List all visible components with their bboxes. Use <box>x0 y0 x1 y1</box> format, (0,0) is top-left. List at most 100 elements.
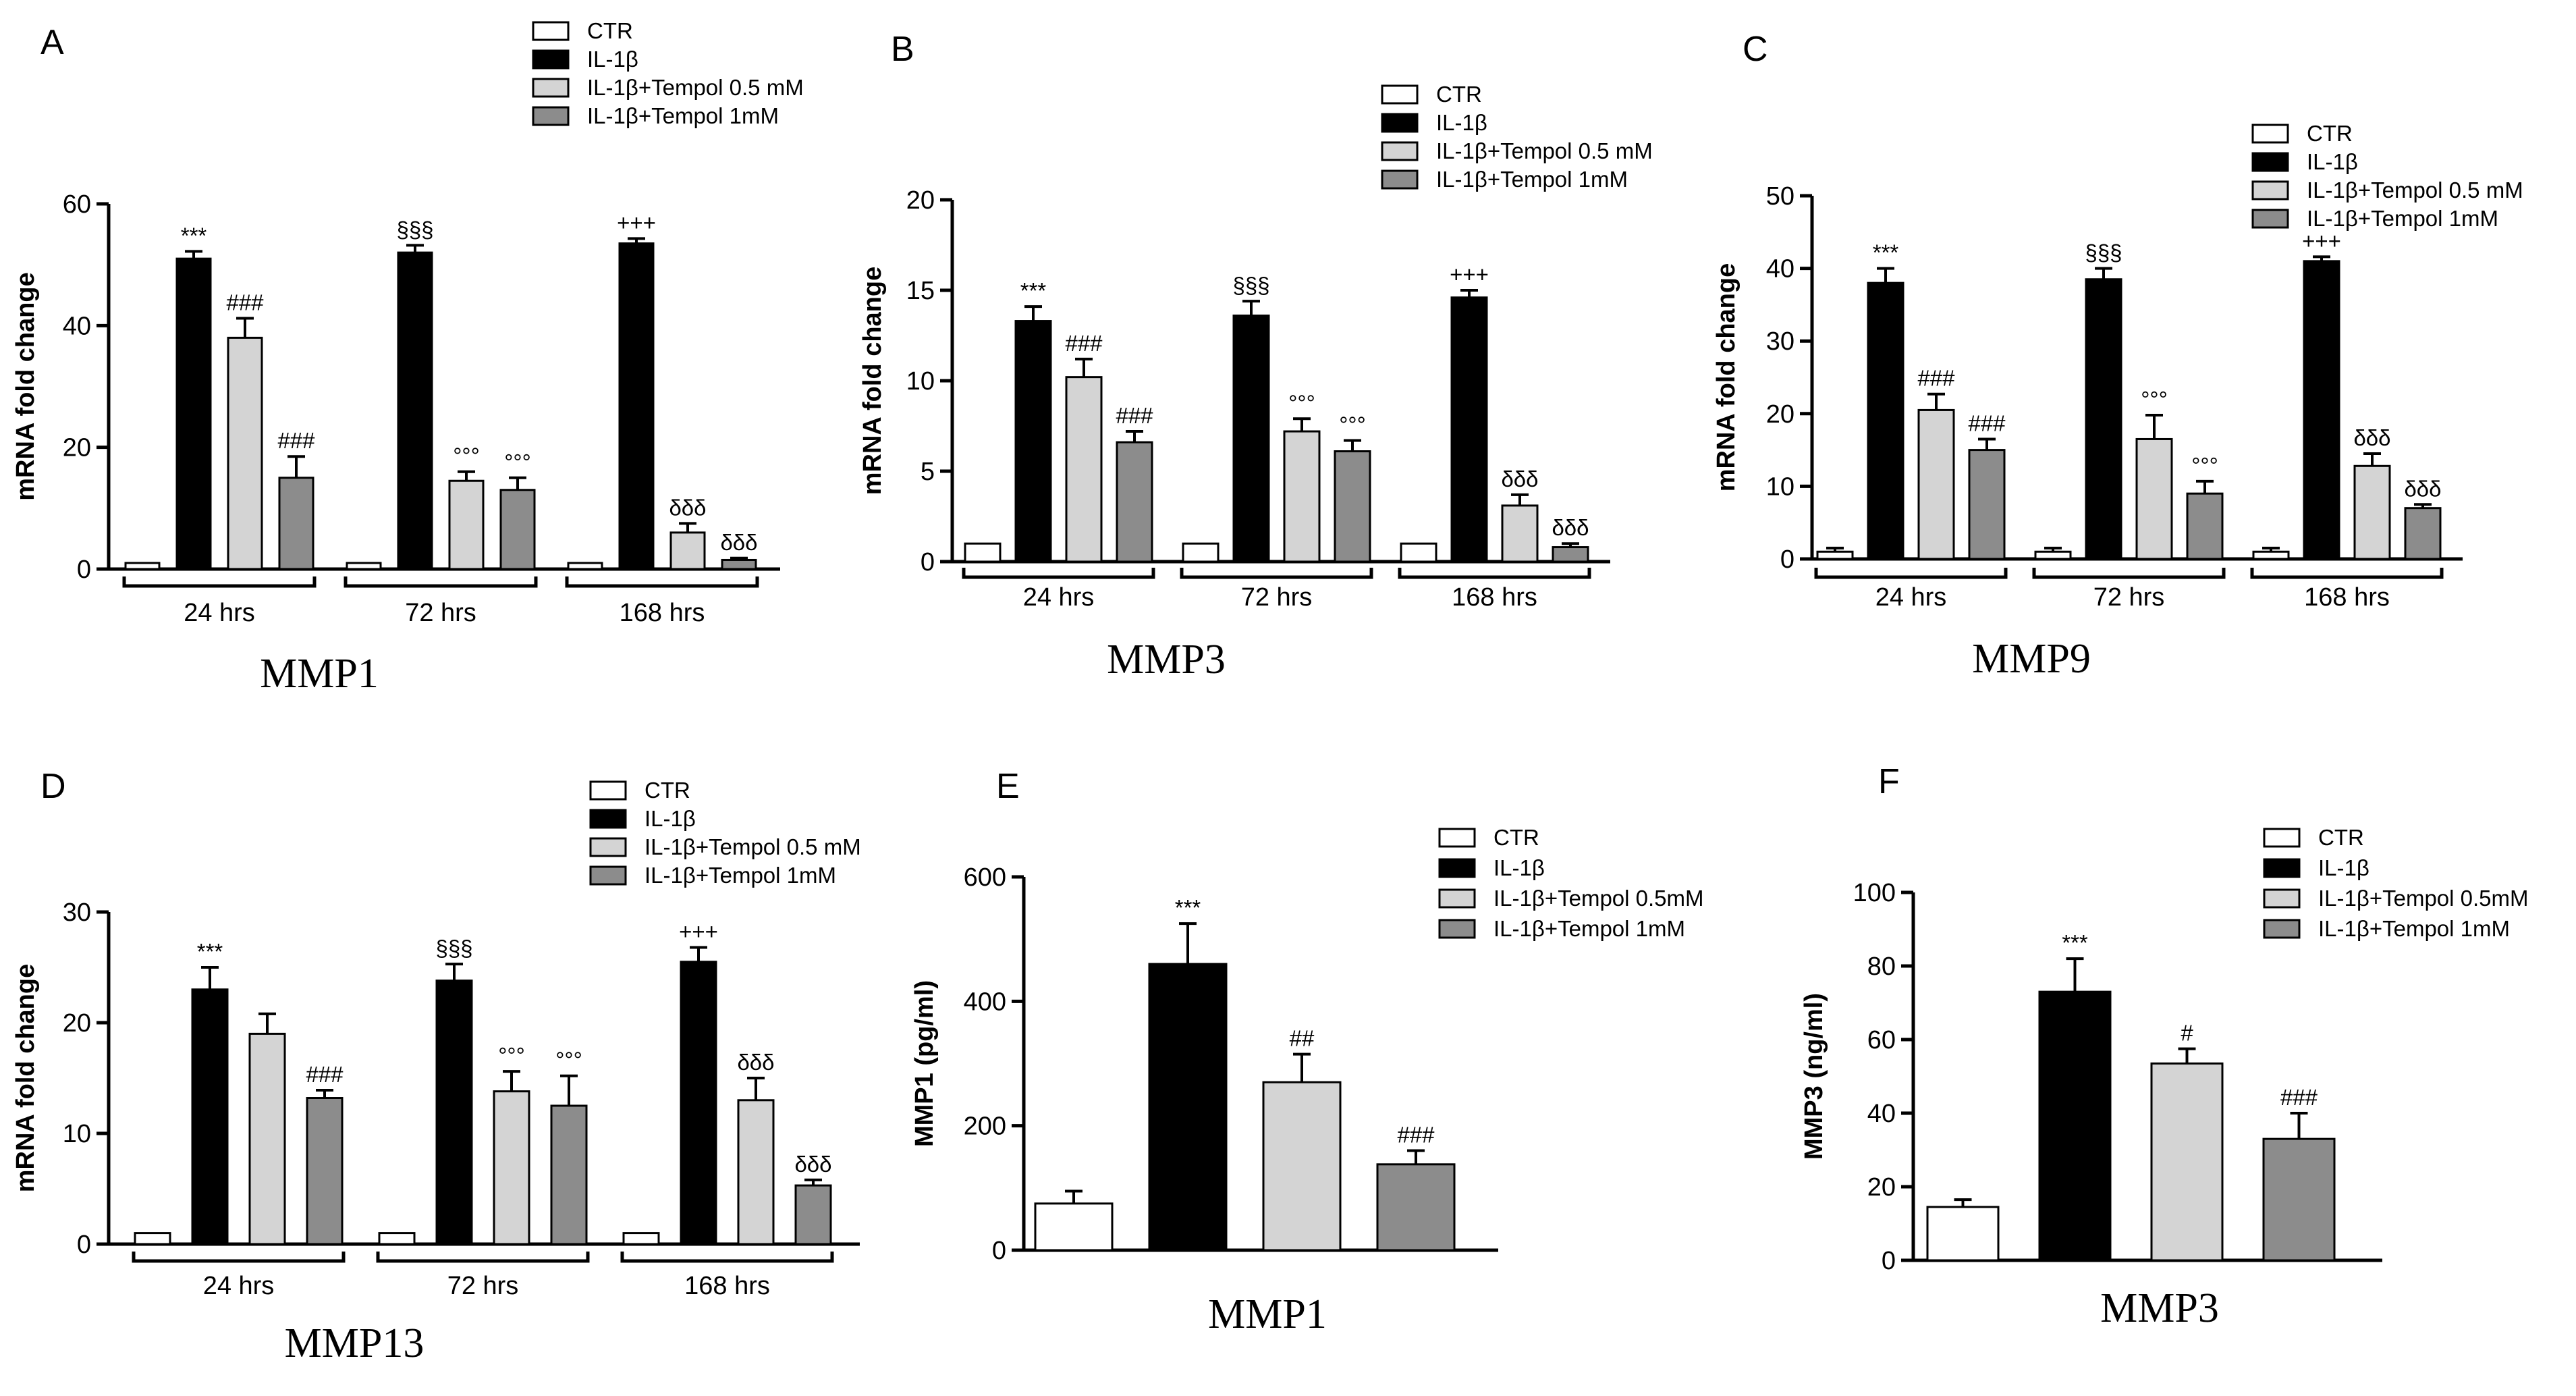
group-label: 72 hrs <box>405 599 476 627</box>
group-label: 168 hrs <box>620 599 705 627</box>
legend-label: CTR <box>1493 825 1539 850</box>
bar <box>964 542 1002 563</box>
significance-label: ### <box>277 428 315 453</box>
y-tick-label: 30 <box>1766 327 1794 356</box>
bar <box>346 562 382 570</box>
significance-label: +++ <box>1450 262 1489 287</box>
bar <box>2085 278 2122 560</box>
bar <box>618 242 655 570</box>
legend-label: IL-1β <box>2307 149 2358 174</box>
significance-label: *** <box>1020 278 1047 303</box>
y-axis-label: mRNA fold change <box>858 267 887 495</box>
bar <box>1116 441 1153 563</box>
y-tick-label: 10 <box>63 1120 91 1148</box>
y-tick-label: 80 <box>1867 952 1896 981</box>
legend-swatch <box>532 49 570 70</box>
bar <box>306 1097 344 1245</box>
chart-title: MMP13 <box>285 1320 424 1366</box>
legend-swatch <box>1438 919 1476 939</box>
y-tick-label: 0 <box>77 1231 91 1259</box>
panel-letter: F <box>1878 762 1900 801</box>
bar <box>1816 550 1854 560</box>
significance-label: °°° <box>2141 387 2168 412</box>
legend-label: CTR <box>645 778 690 803</box>
significance-label: °°° <box>453 444 480 468</box>
y-tick-label: 20 <box>1766 400 1794 429</box>
significance-label: ### <box>226 290 264 315</box>
bar <box>1148 963 1228 1252</box>
bar <box>2262 1137 2336 1262</box>
legend-swatch <box>2263 888 2301 909</box>
panel-letter: E <box>996 767 1020 806</box>
y-tick-label: 60 <box>63 190 91 219</box>
group-label: 168 hrs <box>2304 583 2390 612</box>
y-axis-label: mRNA fold change <box>1712 263 1741 492</box>
y-tick-label: 60 <box>1867 1026 1896 1054</box>
panel-letter: D <box>40 767 66 806</box>
bar <box>2150 1062 2224 1262</box>
group-bracket <box>132 1252 346 1263</box>
significance-label: δδδ <box>1552 515 1589 540</box>
bar <box>2135 437 2173 560</box>
y-tick-label: 20 <box>63 1009 91 1038</box>
significance-label: +++ <box>617 210 656 235</box>
significance-label: §§§ <box>2085 240 2122 265</box>
bar <box>248 1032 286 1245</box>
group-label: 24 hrs <box>1875 583 1947 612</box>
bar <box>567 562 603 570</box>
significance-label: *** <box>1175 895 1201 920</box>
significance-label: °°° <box>1339 412 1366 437</box>
chart-panel-b: B 0 5 10 15 20 mRNA fold change *** ### ### 24 hrs… <box>858 30 1653 682</box>
bar <box>1968 449 2006 560</box>
legend-label: IL-1β+Tempol 1mM <box>645 863 836 888</box>
y-axis-label: MMP3 (ng/ml) <box>1800 993 1828 1160</box>
legend-label: IL-1β+Tempol 1mM <box>1436 167 1628 192</box>
chart-title: MMP9 <box>1972 636 2091 682</box>
legend-swatch <box>2251 152 2289 172</box>
significance-label: ### <box>2280 1085 2318 1110</box>
significance-label: ### <box>306 1062 344 1087</box>
legend-label: IL-1β <box>1493 855 1545 880</box>
bar <box>435 979 473 1245</box>
chart-title: MMP1 <box>1208 1291 1327 1337</box>
legend-label: CTR <box>2307 121 2353 146</box>
bar <box>175 257 212 570</box>
y-tick-label: 15 <box>906 277 935 305</box>
y-tick-label: 30 <box>63 898 91 927</box>
y-tick-label: 0 <box>992 1237 1006 1265</box>
legend-swatch <box>2263 828 2301 848</box>
bar <box>622 1232 660 1245</box>
bar <box>227 336 263 570</box>
bar <box>1917 408 1955 560</box>
bar <box>721 558 757 570</box>
y-tick-label: 40 <box>63 312 91 340</box>
significance-label: δδδ <box>720 530 757 555</box>
bar <box>1400 542 1437 563</box>
group-bracket <box>2032 568 2226 579</box>
y-tick-label: 400 <box>964 988 1006 1016</box>
bar <box>550 1104 588 1245</box>
chart-title: MMP3 <box>1107 637 1226 682</box>
y-tick-label: 40 <box>1766 255 1794 284</box>
y-tick-label: 10 <box>1766 473 1794 501</box>
y-tick-label: 5 <box>921 458 935 486</box>
chart-title: MMP3 <box>2100 1285 2219 1331</box>
bar <box>397 251 433 570</box>
legend-label: IL-1β <box>587 47 638 72</box>
significance-label: δδδ <box>669 495 706 520</box>
y-tick-label: 0 <box>921 548 935 576</box>
legend-swatch <box>1381 141 1419 161</box>
legend-label: CTR <box>1436 82 1482 107</box>
significance-label: δδδ <box>2404 476 2441 501</box>
y-tick-label: 40 <box>1867 1100 1896 1128</box>
group-label: 24 hrs <box>1023 583 1095 612</box>
bar <box>1867 281 1904 560</box>
bar <box>1926 1206 2000 1262</box>
y-axis-label: MMP1 (pg/ml) <box>910 980 939 1147</box>
bar <box>1065 376 1103 563</box>
significance-label: °°° <box>555 1048 582 1073</box>
bar <box>1182 542 1220 563</box>
significance-label: °°° <box>504 450 531 475</box>
legend-swatch <box>589 865 627 886</box>
